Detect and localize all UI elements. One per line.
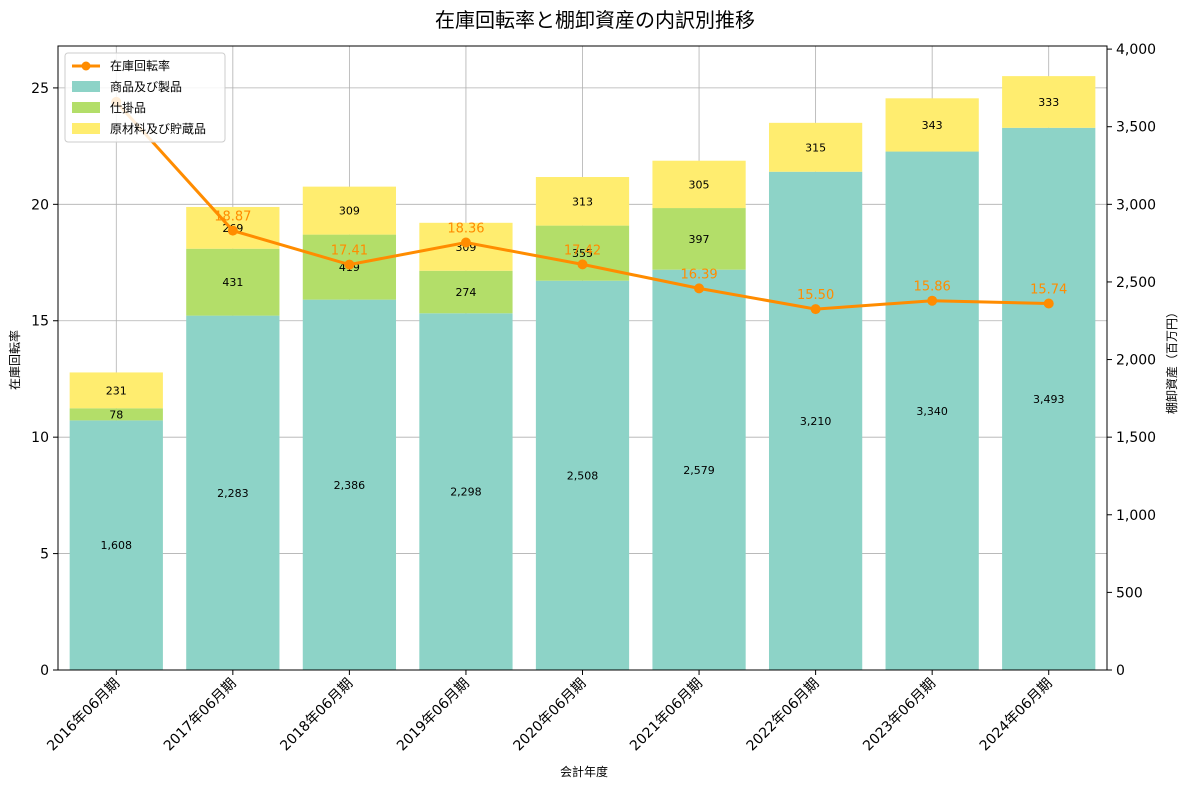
bar-2-8: [1002, 76, 1096, 128]
bar-2-5: [652, 160, 746, 209]
legend-swatch-0: [72, 81, 100, 92]
x-tick-label: 2024年06月期: [977, 676, 1056, 755]
bar-0-4: [535, 280, 630, 670]
y-left-tick-label: 10: [31, 430, 49, 446]
x-tick-label: 2018年06月期: [277, 676, 356, 755]
bar-value-label: 1,608: [101, 539, 133, 552]
bar-2-4: [535, 177, 630, 226]
bar-value-label: 309: [339, 205, 360, 218]
bar-0-1: [186, 315, 280, 670]
bar-value-label: 78: [109, 408, 123, 421]
x-axis-label: 会計年度: [560, 764, 608, 779]
bar-1-1: [186, 248, 280, 316]
bar-value-label: 2,579: [683, 464, 715, 477]
turnover-value-label: 18.36: [447, 222, 484, 237]
bar-1-0: [69, 408, 163, 421]
y-right-tick-label: 4,000: [1116, 42, 1156, 58]
bar-value-label: 274: [455, 286, 476, 299]
bar-0-7: [885, 151, 979, 670]
bar-0-8: [1002, 127, 1096, 671]
legend-swatch-1: [72, 102, 100, 113]
turnover-value-label: 17.42: [564, 243, 601, 258]
bar-value-label: 2,386: [334, 479, 366, 492]
y-left-tick-label: 5: [40, 547, 49, 563]
y-right-tick-label: 0: [1116, 663, 1125, 679]
x-tick-label: 2023年06月期: [860, 676, 939, 755]
bar-value-label: 231: [106, 384, 127, 397]
bar-2-6: [768, 122, 863, 172]
bar-2-0: [69, 372, 163, 409]
y-right-tick-label: 3,500: [1116, 120, 1156, 136]
y-left-tick-label: 0: [40, 663, 49, 679]
bars: [69, 76, 1096, 671]
y-right-tick-label: 3,000: [1116, 197, 1156, 213]
turnover-value-label: 15.50: [797, 288, 834, 303]
bar-value-label: 315: [805, 141, 826, 154]
x-tick-label: 2022年06月期: [744, 676, 823, 755]
y-right-tick-label: 1,500: [1116, 430, 1156, 446]
y-right-tick-label: 500: [1116, 585, 1143, 601]
legend-line-marker: [81, 61, 91, 71]
turnover-point-3: [460, 237, 471, 248]
legend-entry-label: 原材料及び貯蔵品: [110, 122, 206, 136]
legend-entry-label: 商品及び製品: [110, 79, 182, 94]
chart-title: 在庫回転率と棚卸資産の内訳別推移: [435, 8, 755, 32]
bar-value-label: 431: [222, 276, 243, 289]
legend-entry-label: 仕掛品: [110, 100, 146, 115]
y-axis-left-label: 在庫回転率: [7, 330, 22, 390]
bar-0-3: [419, 313, 513, 670]
bar-value-label: 2,283: [217, 487, 249, 500]
bar-2-2: [302, 186, 397, 235]
bar-value-label: 3,210: [800, 415, 832, 428]
turnover-value-label: 17.41: [331, 244, 368, 259]
turnover-point-7: [927, 295, 938, 306]
turnover-point-4: [577, 259, 588, 270]
bar-0-6: [768, 171, 863, 671]
bar-0-2: [302, 299, 397, 670]
y-left-tick-label: 25: [31, 81, 49, 97]
turnover-point-1: [227, 225, 238, 236]
bar-value-label: 3,340: [916, 405, 948, 418]
bar-value-label: 305: [689, 178, 710, 191]
bar-value-label: 343: [922, 119, 943, 132]
x-tick-label: 2020年06月期: [511, 676, 590, 755]
legend-entry-label: 在庫回転率: [110, 58, 170, 73]
legend-box: [64, 52, 226, 143]
y-right-tick-label: 2,500: [1116, 275, 1156, 291]
turnover-value-label: 18.87: [214, 210, 251, 225]
bar-value-label: 313: [572, 195, 593, 208]
bar-0-5: [652, 269, 746, 670]
turnover-line-layer: 18.87 17.41 18.36 17.42 16.39 15.50 15.86 15.74: [111, 96, 1067, 315]
bar-value-label: 333: [1038, 96, 1059, 109]
x-tick-label: 2016年06月期: [44, 676, 123, 755]
y-axis-right-label: 棚卸資産（百万円）: [1164, 306, 1179, 414]
bar-value-label: 355: [572, 247, 593, 260]
bar-1-3: [419, 270, 513, 314]
bar-1-5: [652, 208, 746, 270]
turnover-point-5: [694, 283, 705, 294]
bar-value-label: 3,493: [1033, 393, 1065, 406]
y-left-tick-label: 20: [31, 197, 49, 213]
turnover-point-6: [810, 304, 821, 315]
bar-value-label: 397: [689, 233, 710, 246]
turnover-value-label: 16.39: [680, 267, 717, 282]
turnover-point-2: [344, 259, 355, 270]
turnover-point-8: [1043, 298, 1054, 309]
bar-value-label: 2,508: [567, 469, 599, 482]
turnover-value-label: 15.74: [1030, 283, 1067, 298]
x-tick-label: 2017年06月期: [161, 676, 240, 755]
bar-labels: 1,608 2,283 2,386 2,298 2,508 2,579 3,210 3,340…: [101, 96, 1065, 552]
x-tick-label: 2019年06月期: [394, 676, 473, 755]
bar-2-7: [885, 98, 979, 152]
y-right-tick-label: 1,000: [1116, 508, 1156, 524]
bar-value-label: 2,298: [450, 486, 482, 499]
bar-0-0: [69, 420, 163, 670]
y-left-tick-label: 15: [31, 314, 49, 330]
x-tick-label: 2021年06月期: [627, 676, 706, 755]
y-right-tick-label: 2,000: [1116, 353, 1156, 369]
legend-swatch-2: [72, 123, 100, 134]
turnover-value-label: 15.86: [914, 280, 951, 295]
